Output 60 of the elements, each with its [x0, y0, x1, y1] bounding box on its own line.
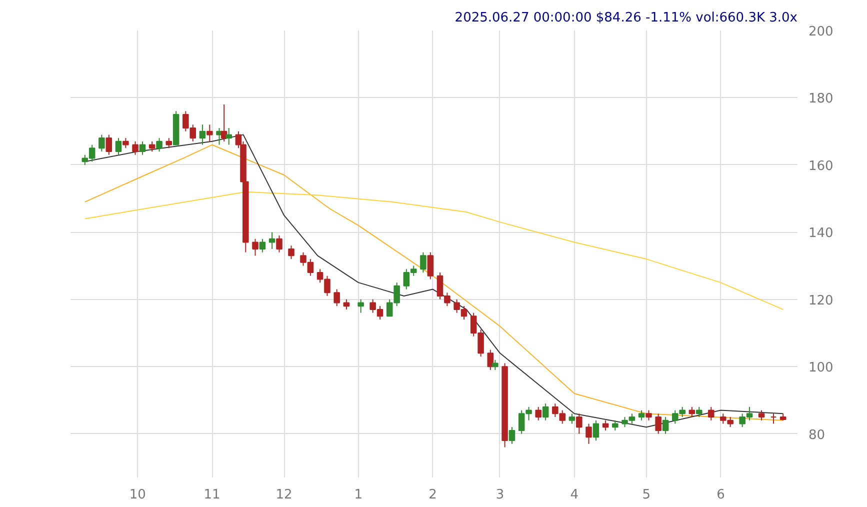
- candlestick: [420, 252, 426, 273]
- candlestick: [612, 420, 618, 431]
- candlestick: [592, 420, 600, 442]
- candlestick: [708, 406, 714, 421]
- x-tick-label: 2: [428, 488, 437, 502]
- candlestick: [139, 140, 146, 156]
- candlestick: [427, 252, 434, 280]
- candlestick: [487, 349, 494, 370]
- x-tick-label: 6: [716, 488, 725, 502]
- x-tick-label: 10: [129, 488, 146, 502]
- x-tick-label: 1: [354, 488, 363, 502]
- candlestick: [252, 238, 258, 256]
- candlestick: [98, 134, 105, 152]
- candlestick: [259, 238, 266, 253]
- y-tick-label: 80: [808, 428, 826, 443]
- candlestick: [535, 406, 542, 421]
- candlestick: [156, 138, 162, 152]
- candlestick: [492, 359, 498, 370]
- candlestick: [696, 406, 702, 418]
- candlestick: [638, 410, 645, 421]
- candlestick: [542, 403, 549, 421]
- y-tick-label: 100: [808, 360, 834, 376]
- candlestick: [106, 134, 112, 156]
- candlestick: [115, 138, 122, 156]
- candlestick: [226, 127, 232, 146]
- x-tick-label: 12: [276, 488, 292, 502]
- y-tick-label: 180: [808, 92, 834, 107]
- candlestick: [358, 298, 364, 314]
- candlestick: [276, 235, 282, 253]
- candlestick: [568, 413, 576, 424]
- candlestick: [148, 140, 156, 152]
- candlestick: [586, 423, 592, 444]
- candlestick: [132, 140, 138, 156]
- line-series: [84, 191, 784, 310]
- candlestick: [655, 413, 662, 434]
- candlestick: [688, 406, 696, 418]
- candlestick: [770, 413, 777, 424]
- x-tick-label: 11: [204, 488, 220, 502]
- y-tick-label: 160: [808, 158, 834, 174]
- candlestick: [602, 420, 609, 431]
- y-tick-label: 200: [808, 24, 834, 40]
- candlestick: [166, 138, 172, 149]
- candlestick: [288, 245, 294, 260]
- candlestick: [122, 138, 129, 149]
- candlestick: [268, 232, 276, 250]
- candlestick: [343, 298, 350, 310]
- candlestick: [508, 426, 516, 444]
- candlestick: [206, 124, 213, 142]
- candlestick: [576, 413, 582, 434]
- x-tick-label: 5: [642, 488, 650, 502]
- candlestick: [334, 288, 340, 307]
- chart-title: 2025.06.27 00:00:00 $84.26 -1.11% vol:660.3K 3.0x: [454, 10, 798, 26]
- y-tick-label: 120: [808, 293, 834, 308]
- candlestick: [758, 410, 765, 421]
- x-tick-label: 3: [496, 488, 504, 502]
- candlestick: [662, 416, 669, 434]
- candlestick: [199, 124, 206, 146]
- x-tick-label: 4: [570, 488, 579, 502]
- candlestick: [646, 410, 652, 421]
- y-tick-label: 140: [808, 226, 834, 242]
